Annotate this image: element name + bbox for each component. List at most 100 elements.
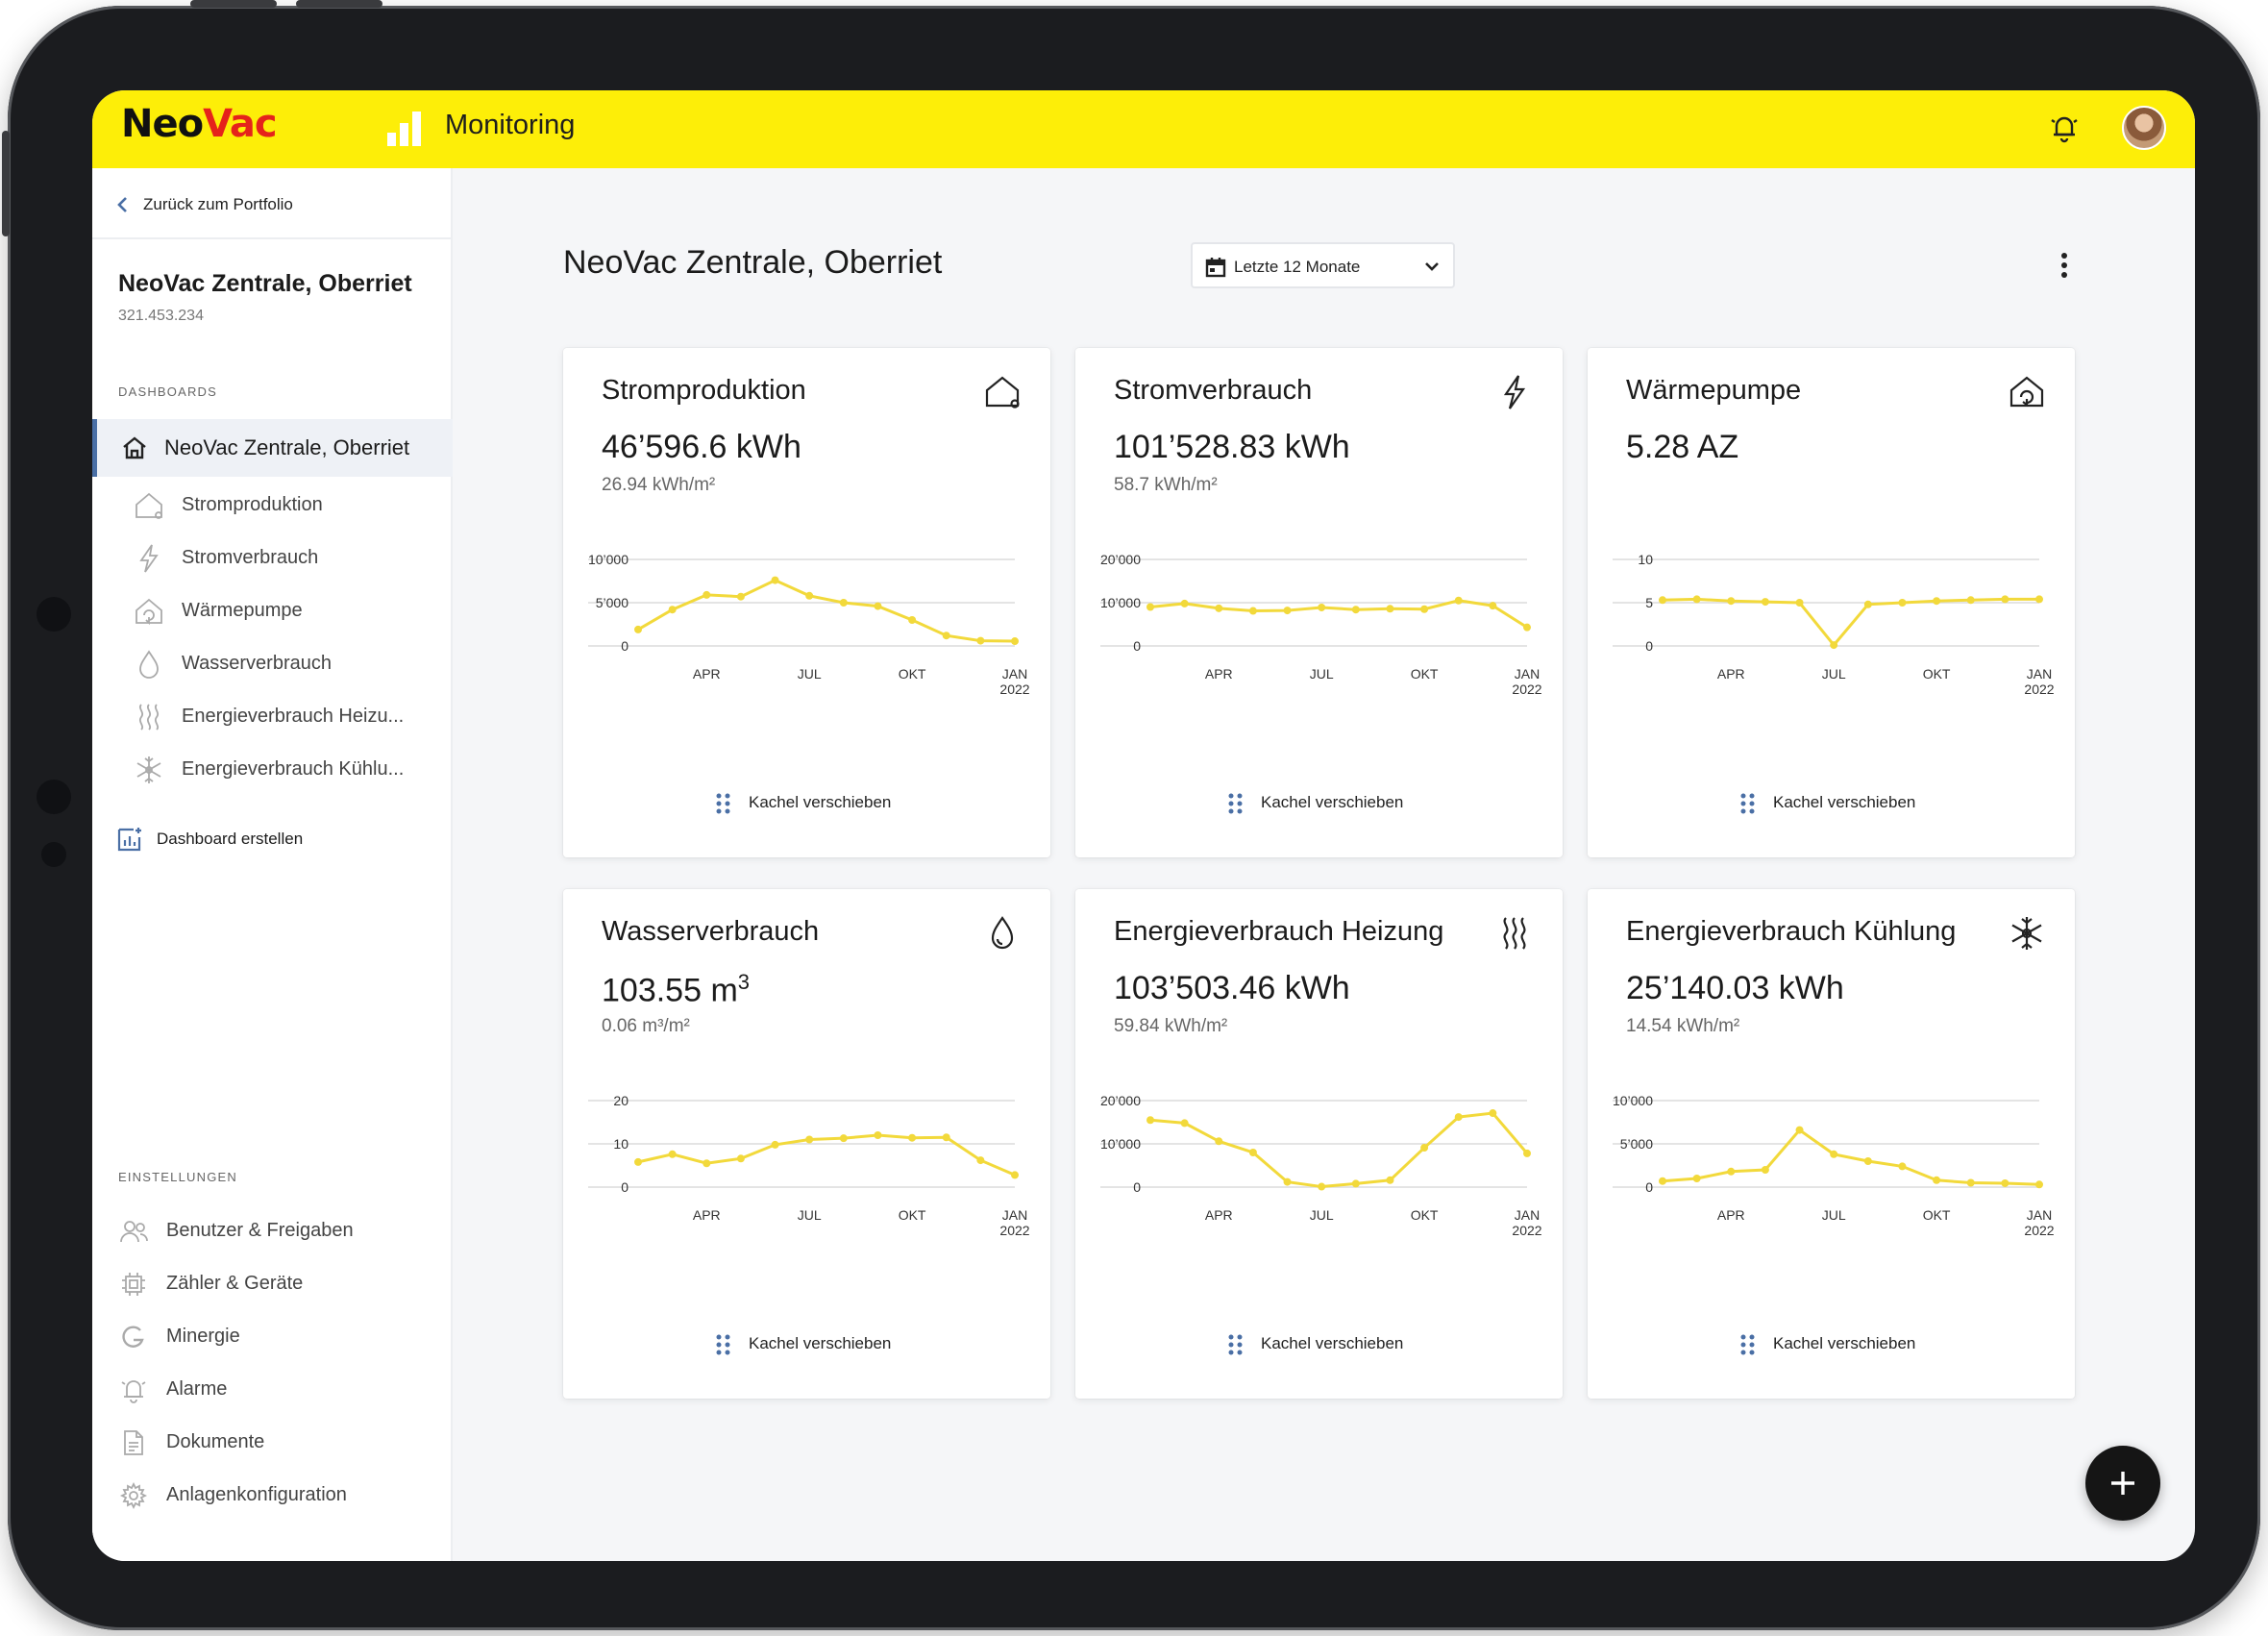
settings-item-label: Alarme — [166, 1378, 228, 1400]
back-to-portfolio-link[interactable]: Zurück zum Portfolio — [116, 187, 293, 222]
data-point — [1761, 598, 1769, 607]
move-tile-label: Kachel verschieben — [1773, 793, 1916, 811]
data-point — [908, 1133, 917, 1142]
camera-dot — [37, 597, 71, 632]
alarm-bell-icon — [121, 1380, 146, 1403]
y-tick-label: 20 — [613, 1093, 629, 1108]
heating-waves-icon — [138, 704, 160, 731]
tile-title: Energieverbrauch Kühlung — [1626, 916, 1957, 947]
data-point — [1351, 606, 1360, 614]
heat-pump-icon — [2009, 376, 2044, 408]
sidebar-item-alarme[interactable]: Alarme — [92, 1366, 453, 1414]
data-point — [634, 1157, 642, 1166]
tile-energie-kuehlung[interactable]: Energieverbrauch Kühlung 25’140.03 kWh 1… — [1588, 889, 2075, 1399]
drag-handle-icon — [1228, 1334, 1243, 1355]
plus-icon — [2111, 1472, 2134, 1495]
tile-waermepumpe[interactable]: Wärmepumpe 5.28 AZ 0 5 10 APR JUL OKT JAN 2022 … — [1588, 348, 2075, 857]
sidebar-item-stromproduktion[interactable]: Stromproduktion — [92, 482, 453, 530]
sidebar-item-minergie[interactable]: Minergie — [92, 1313, 453, 1361]
more-options-icon[interactable] — [2053, 250, 2076, 281]
sidebar-item-energie-kuehlung[interactable]: Energieverbrauch Kühlu... — [92, 746, 453, 794]
data-point — [1318, 1182, 1326, 1191]
y-tick-label: 0 — [1133, 1179, 1141, 1195]
data-point — [1351, 1179, 1360, 1188]
drag-handle-icon — [1740, 793, 1755, 814]
settings-item-label: Zähler & Geräte — [166, 1273, 304, 1294]
home-icon — [123, 436, 146, 459]
data-point — [976, 636, 985, 645]
sidebar-item-dokumente[interactable]: Dokumente — [92, 1419, 453, 1467]
notification-bell-icon[interactable] — [2048, 112, 2081, 144]
neovac-logo[interactable]: NeoVac — [121, 102, 278, 146]
snowflake-icon — [2011, 917, 2042, 950]
monitoring-bars-icon — [387, 112, 421, 146]
users-icon — [120, 1221, 148, 1243]
data-point — [1830, 1150, 1838, 1158]
data-point — [1727, 597, 1736, 606]
data-point — [1966, 1178, 1975, 1187]
y-tick-label: 5 — [1645, 595, 1653, 610]
sidebar-item-label: Wärmepumpe — [182, 600, 303, 621]
y-tick-label: 10 — [613, 1136, 629, 1152]
data-point — [2035, 1180, 2043, 1189]
tile-wasserverbrauch[interactable]: Wasserverbrauch 103.55 m3 0.06 m³/m² 0 10… — [563, 889, 1050, 1399]
document-icon — [124, 1430, 143, 1455]
data-point — [634, 625, 642, 633]
logo-text-red: Vac — [203, 102, 277, 146]
meter-chip-icon — [122, 1273, 145, 1296]
tile-value: 5.28 AZ — [1626, 429, 1739, 465]
sidebar-item-wasserverbrauch[interactable]: Wasserverbrauch — [92, 640, 453, 688]
y-tick-label: 10’000 — [588, 552, 629, 567]
x-tick-label: JAN — [1002, 666, 1027, 682]
series-line — [637, 578, 1016, 643]
sidebar-item-anlagenkonfiguration[interactable]: Anlagenkonfiguration — [92, 1472, 453, 1520]
data-point — [1146, 1116, 1154, 1125]
divider — [92, 237, 453, 239]
sidebar-item-benutzer[interactable]: Benutzer & Freigaben — [92, 1207, 453, 1255]
tile-subvalue: 58.7 kWh/m² — [1114, 475, 1218, 495]
y-tick-label: 10 — [1638, 552, 1653, 567]
top-bar: NeoVac Monitoring — [92, 90, 2195, 168]
lightning-icon — [1503, 375, 1526, 409]
sidebar-item-label: Energieverbrauch Kühlu... — [182, 758, 405, 780]
data-point — [1692, 1175, 1701, 1182]
tile-stromverbrauch[interactable]: Stromverbrauch 101’528.83 kWh 58.7 kWh/m… — [1075, 348, 1563, 857]
app-title: Monitoring — [445, 110, 576, 140]
x-tick-label: APR — [1205, 1207, 1233, 1223]
sidebar-item-label: Stromverbrauch — [182, 547, 319, 568]
data-point — [1386, 1176, 1394, 1184]
tile-energie-heizung[interactable]: Energieverbrauch Heizung 103’503.46 kWh … — [1075, 889, 1563, 1399]
camera-dot — [41, 842, 66, 867]
sidebar-item-zaehler[interactable]: Zähler & Geräte — [92, 1260, 453, 1308]
x-tick-label: JAN — [2027, 666, 2052, 682]
tile-stromproduktion[interactable]: Stromproduktion 46’596.6 kWh 26.94 kWh/m… — [563, 348, 1050, 857]
sidebar-item-waermepumpe[interactable]: Wärmepumpe — [92, 587, 453, 635]
move-tile-label: Kachel verschieben — [749, 793, 892, 811]
data-point — [805, 1135, 814, 1144]
calendar-icon — [1205, 258, 1226, 278]
date-range-select[interactable]: Letzte 12 Monate — [1191, 242, 1455, 288]
data-point — [1659, 596, 1666, 605]
x-tick-label: JUL — [798, 1207, 822, 1223]
settings-item-label: Anlagenkonfiguration — [166, 1484, 347, 1505]
sidebar-item-energie-heizung[interactable]: Energieverbrauch Heizu... — [92, 693, 453, 741]
sidebar-item-stromverbrauch[interactable]: Stromverbrauch — [92, 534, 453, 583]
tile-title: Wasserverbrauch — [602, 916, 820, 947]
data-point — [736, 1154, 745, 1163]
data-point — [1454, 596, 1463, 605]
data-point — [1761, 1166, 1769, 1174]
data-point — [1489, 1109, 1497, 1118]
user-avatar[interactable] — [2122, 106, 2166, 150]
sidebar-item-label: Stromproduktion — [182, 494, 323, 515]
add-tile-button[interactable] — [2085, 1446, 2160, 1521]
data-point — [1011, 1171, 1019, 1179]
data-point — [2001, 595, 2009, 604]
data-point — [1659, 1177, 1666, 1185]
data-point — [1248, 1149, 1257, 1156]
data-point — [1420, 605, 1429, 613]
data-point — [1830, 641, 1838, 650]
sidebar-item-active-dashboard[interactable]: NeoVac Zentrale, Oberriet — [92, 419, 453, 477]
tile-value: 103’503.46 kWh — [1114, 970, 1350, 1006]
